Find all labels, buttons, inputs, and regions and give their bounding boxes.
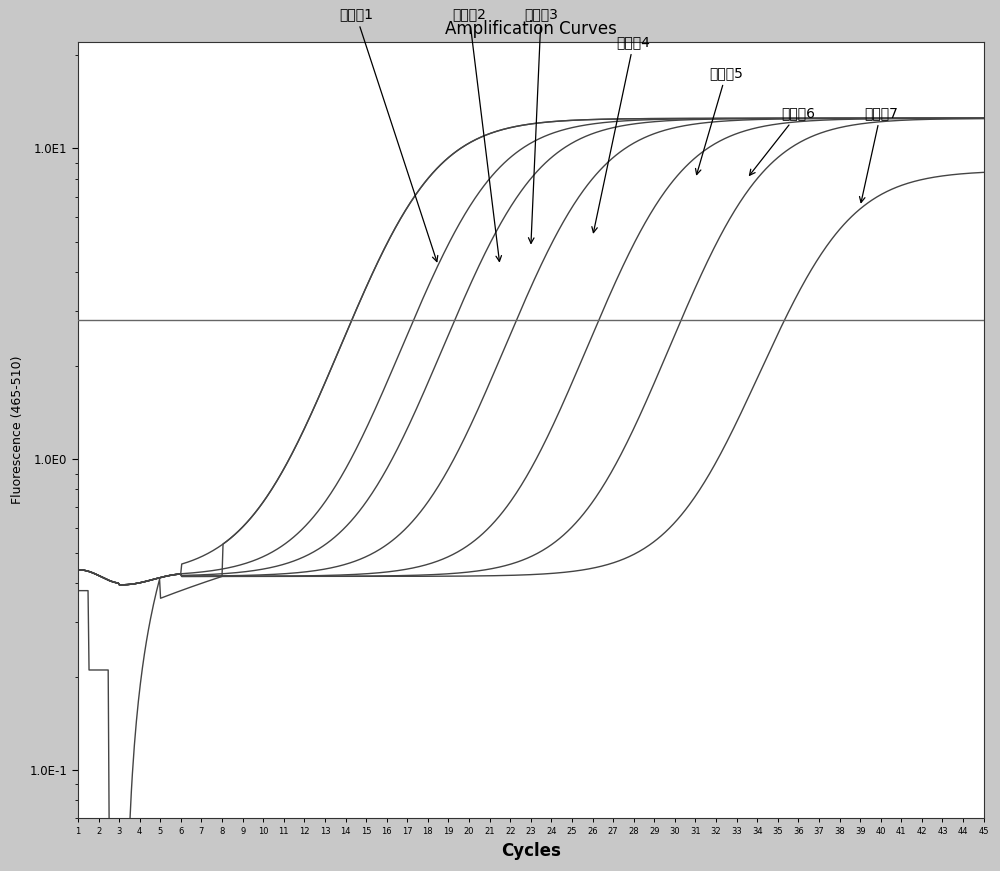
- Text: 标准品6: 标准品6: [750, 106, 815, 175]
- Text: 标准品7: 标准品7: [860, 106, 898, 203]
- Text: 标准品5: 标准品5: [696, 66, 743, 174]
- Text: 标准品2: 标准品2: [452, 7, 501, 261]
- Text: 标准品1: 标准品1: [339, 7, 438, 261]
- Text: 标准品4: 标准品4: [592, 35, 651, 233]
- X-axis label: Cycles: Cycles: [501, 842, 561, 860]
- Y-axis label: Fluorescence (465-510): Fluorescence (465-510): [11, 356, 24, 504]
- Text: 标准品3: 标准品3: [524, 7, 558, 243]
- Title: Amplification Curves: Amplification Curves: [445, 20, 617, 37]
